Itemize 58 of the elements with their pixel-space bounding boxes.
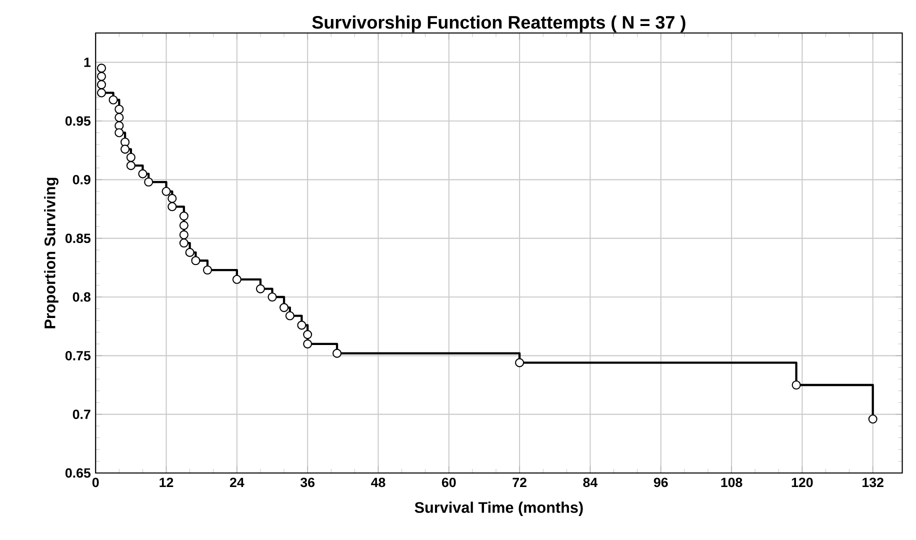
point — [168, 202, 177, 212]
y-tick-label: 0.9 — [72, 174, 90, 184]
y-tick-label: 0.7 — [72, 410, 90, 420]
y-tick-label: 0.95 — [65, 116, 91, 126]
x-tick-label: 84 — [583, 478, 598, 488]
point — [114, 104, 124, 114]
point — [202, 265, 212, 275]
y-tick-label: 0.75 — [65, 350, 91, 360]
x-tick-label: 96 — [654, 478, 668, 488]
point — [297, 320, 306, 330]
point — [256, 284, 266, 294]
y-tick-label: 0.85 — [65, 234, 91, 244]
x-tick-label: 108 — [721, 478, 742, 488]
point — [332, 348, 342, 358]
point — [232, 274, 242, 284]
point — [179, 212, 188, 221]
x-tick-label: 120 — [792, 478, 813, 488]
point — [285, 311, 294, 320]
point — [138, 169, 148, 178]
y-tick-label: 1 — [84, 58, 91, 67]
point — [144, 177, 154, 187]
x-tick-label: 24 — [230, 478, 244, 488]
point — [179, 220, 188, 230]
x-tick-label: 60 — [442, 478, 456, 488]
y-tick-label: 0.8 — [72, 292, 90, 302]
point — [179, 238, 188, 248]
x-tick-label: 12 — [160, 478, 174, 488]
x-tick-label: 132 — [862, 478, 884, 488]
point — [96, 88, 106, 98]
point — [126, 152, 136, 162]
point — [191, 256, 200, 266]
point — [96, 72, 106, 81]
y-tick-label: 0.65 — [65, 468, 91, 478]
point — [868, 414, 878, 424]
chart-title: Survivorship Function Reattempts ( N = 37 ) — [312, 16, 686, 32]
point — [268, 292, 277, 302]
point — [279, 303, 289, 312]
point — [114, 112, 124, 122]
point — [792, 380, 801, 390]
point — [162, 186, 171, 196]
x-tick-label: 0 — [92, 478, 99, 488]
point — [114, 128, 124, 138]
point — [303, 339, 312, 348]
point — [179, 230, 188, 240]
point — [168, 194, 177, 203]
x-tick-label: 36 — [300, 478, 315, 488]
point — [126, 161, 136, 170]
x-tick-label: 72 — [512, 478, 526, 488]
x-axis-title: Survival Time (months) — [414, 502, 583, 516]
point — [185, 248, 194, 257]
point — [96, 80, 106, 90]
point — [108, 95, 118, 104]
x-tick-label: 48 — [371, 478, 386, 488]
point — [96, 64, 106, 73]
point — [120, 144, 130, 154]
point — [303, 330, 312, 340]
point — [515, 358, 524, 368]
y-axis-title: Proportion Surviving — [44, 178, 58, 328]
